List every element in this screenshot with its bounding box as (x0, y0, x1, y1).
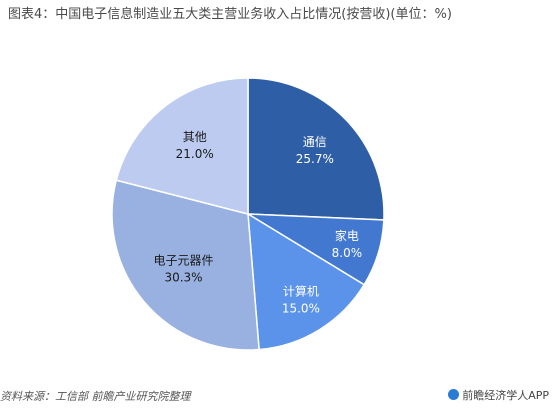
slice-value-label: 8.0% (332, 246, 363, 260)
pie-slice-4 (111, 179, 260, 351)
source-note: 资料来源：工信部 前瞻产业研究院整理 (0, 390, 191, 403)
brand-name: 前瞻经济学人APP (462, 389, 549, 402)
slice-name-label: 其他 (183, 130, 207, 144)
pie-slice-3 (247, 212, 366, 351)
slice-name-label: 电子元器件 (153, 253, 213, 267)
brand-logo-icon (448, 389, 460, 400)
pie-slices (111, 77, 385, 351)
slice-value-label: 30.3% (164, 270, 202, 284)
chart-title: 图表4：中国电子信息制造业五大类主营业务收入占比情况(按营收)(单位：%) (8, 7, 452, 22)
slice-name-label: 通信 (303, 135, 327, 149)
slice-value-label: 15.0% (282, 302, 320, 316)
slice-name-label: 计算机 (283, 284, 319, 299)
slice-value-label: 25.7% (296, 152, 334, 166)
slice-value-label: 21.0% (176, 147, 214, 161)
pie-slice-1 (247, 77, 385, 221)
brand-mark: 前瞻经济学人APP (448, 387, 549, 403)
pie-chart: 通信 25.7% 家电 8.0% 计算机 15.0% 电子元器件 30.3% 其他 21.0% (111, 77, 385, 351)
pie-slice-5 (115, 77, 249, 215)
pie-labels: 通信 25.7% 家电 8.0% 计算机 15.0% 电子元器件 30.3% 其他 21.0% (153, 130, 362, 315)
slice-name-label: 家电 (335, 228, 359, 243)
